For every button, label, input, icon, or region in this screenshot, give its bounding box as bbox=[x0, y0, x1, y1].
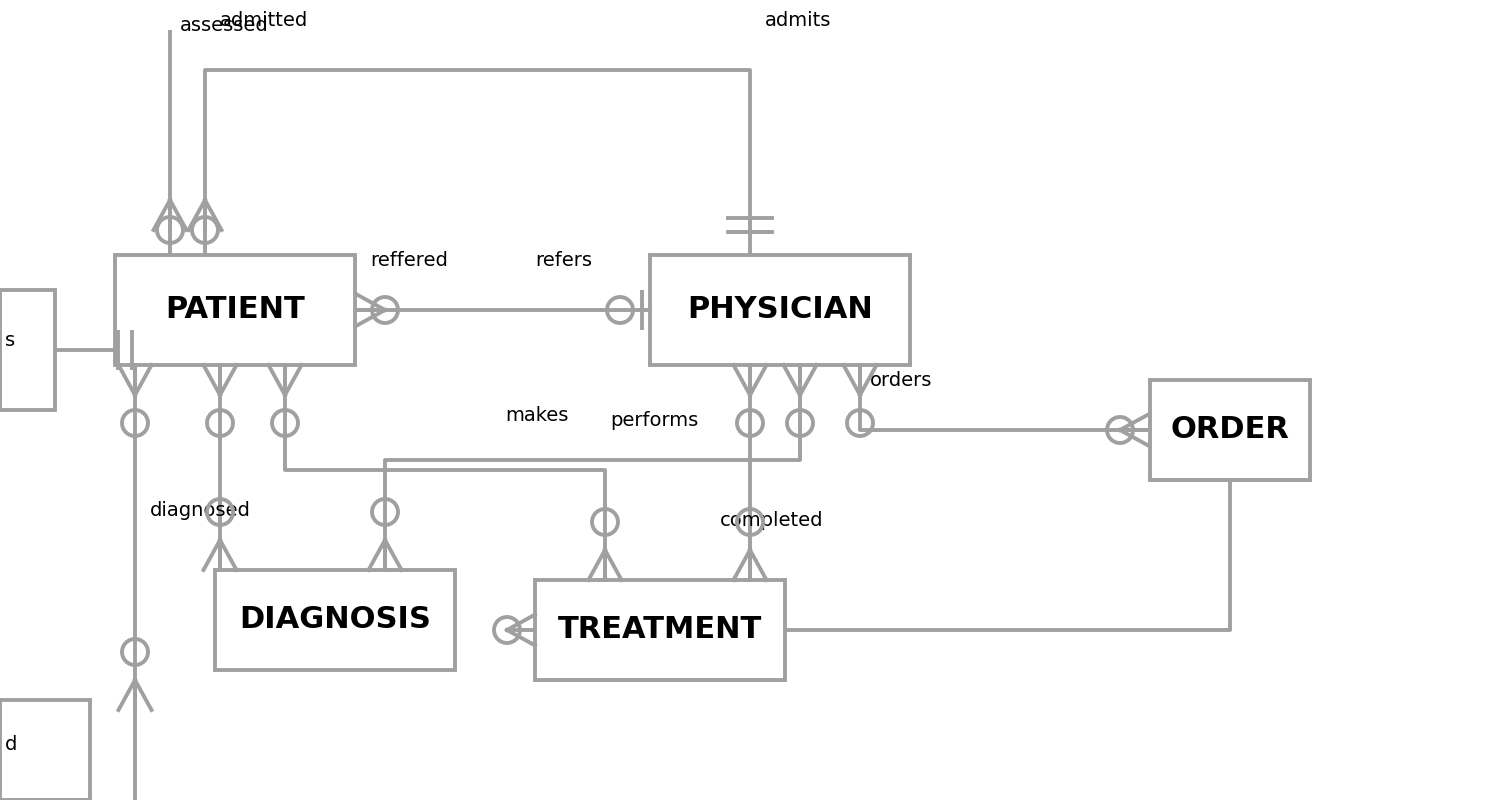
Text: completed: completed bbox=[721, 511, 823, 530]
Text: refers: refers bbox=[535, 251, 591, 270]
Text: TREATMENT: TREATMENT bbox=[557, 615, 762, 645]
Text: PHYSICIAN: PHYSICIAN bbox=[687, 295, 872, 325]
Text: DIAGNOSIS: DIAGNOSIS bbox=[239, 606, 431, 634]
Bar bbox=[0, 700, 91, 800]
Bar bbox=[535, 580, 785, 680]
Text: s: s bbox=[4, 330, 15, 350]
Text: d: d bbox=[4, 735, 18, 754]
Text: orders: orders bbox=[869, 371, 932, 390]
Text: makes: makes bbox=[505, 406, 568, 425]
Text: diagnosed: diagnosed bbox=[150, 501, 251, 520]
Bar bbox=[114, 255, 355, 365]
Text: assessed: assessed bbox=[180, 16, 269, 35]
Text: reffered: reffered bbox=[370, 251, 447, 270]
Bar bbox=[649, 255, 909, 365]
Bar bbox=[215, 570, 455, 670]
Bar bbox=[0, 290, 55, 410]
Bar bbox=[1150, 380, 1311, 480]
Text: admitted: admitted bbox=[220, 11, 308, 30]
Text: performs: performs bbox=[609, 411, 698, 430]
Text: ORDER: ORDER bbox=[1171, 415, 1290, 445]
Text: PATIENT: PATIENT bbox=[165, 295, 305, 325]
Text: admits: admits bbox=[765, 11, 831, 30]
